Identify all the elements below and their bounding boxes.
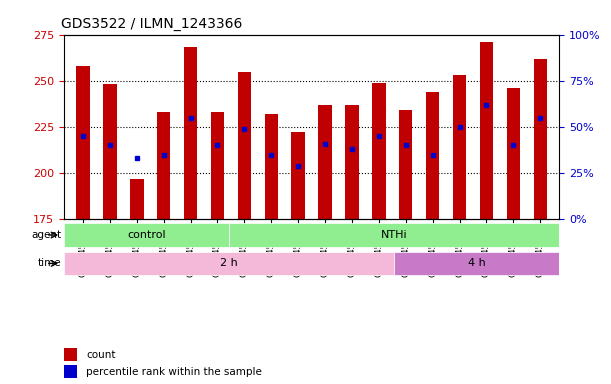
Text: control: control bbox=[127, 230, 166, 240]
Bar bbox=[265, 114, 278, 219]
Bar bbox=[64, 223, 229, 247]
Bar bbox=[507, 88, 520, 219]
Bar bbox=[130, 179, 144, 219]
Text: 4 h: 4 h bbox=[467, 258, 486, 268]
Text: count: count bbox=[86, 349, 116, 359]
Text: GDS3522 / ILMN_1243366: GDS3522 / ILMN_1243366 bbox=[61, 17, 243, 31]
Bar bbox=[64, 348, 76, 361]
Bar bbox=[64, 252, 394, 275]
Bar bbox=[229, 223, 559, 247]
Bar bbox=[76, 66, 90, 219]
Bar bbox=[372, 83, 386, 219]
Text: time: time bbox=[37, 258, 61, 268]
Bar bbox=[480, 42, 493, 219]
Text: NTHi: NTHi bbox=[381, 230, 408, 240]
Text: percentile rank within the sample: percentile rank within the sample bbox=[86, 367, 262, 377]
Text: agent: agent bbox=[31, 230, 61, 240]
Text: 2 h: 2 h bbox=[220, 258, 238, 268]
Bar bbox=[399, 110, 412, 219]
Bar bbox=[394, 252, 559, 275]
Bar bbox=[103, 84, 117, 219]
Bar bbox=[238, 71, 251, 219]
Bar bbox=[318, 105, 332, 219]
Bar bbox=[453, 75, 466, 219]
Bar bbox=[64, 365, 76, 379]
Bar bbox=[157, 112, 170, 219]
Bar bbox=[291, 132, 305, 219]
Bar bbox=[533, 59, 547, 219]
Bar bbox=[426, 92, 439, 219]
Bar bbox=[345, 105, 359, 219]
Bar bbox=[211, 112, 224, 219]
Bar bbox=[184, 48, 197, 219]
